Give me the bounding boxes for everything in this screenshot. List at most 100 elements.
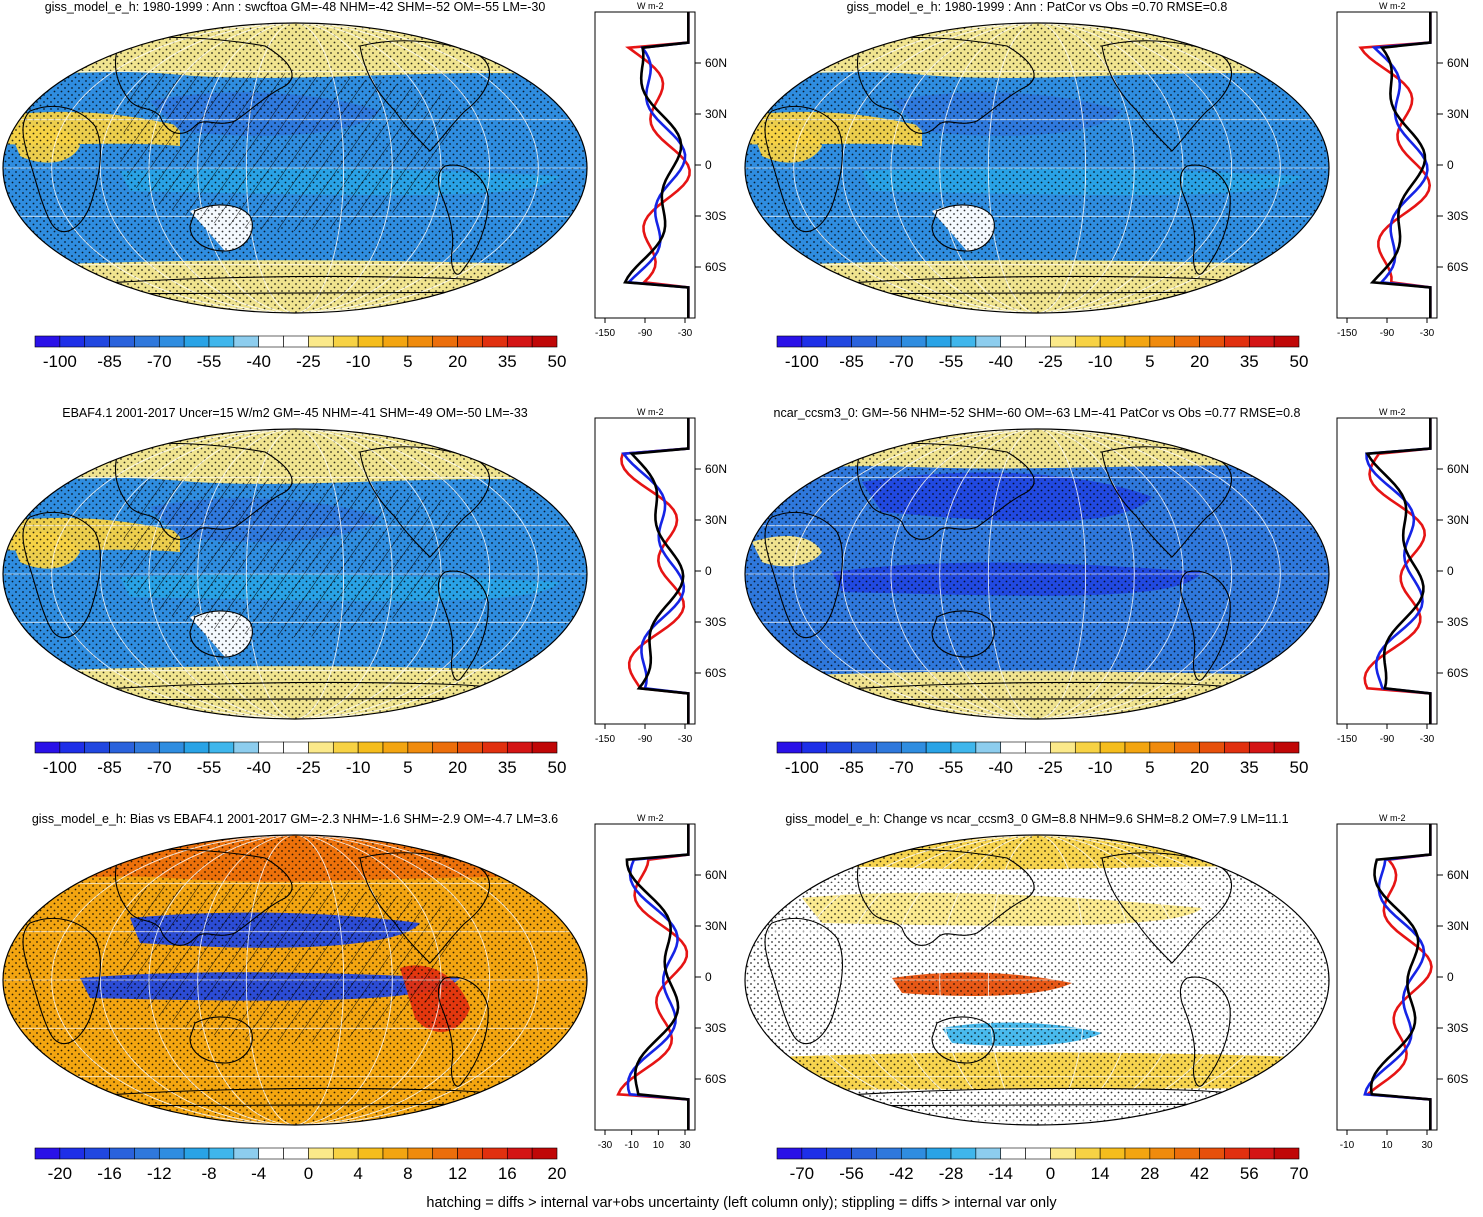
- colorbar-label: -28: [939, 1164, 964, 1183]
- zonal-value-tick: -90: [638, 734, 653, 745]
- zonal-latitude-tick: 60N: [705, 868, 727, 882]
- panel-bias: giss_model_e_h: Bias vs EBAF4.1 2001-201…: [0, 812, 741, 1217]
- colorbar-swatch: [457, 335, 483, 348]
- colorbar-swatch: [876, 335, 902, 348]
- zonal-unit-label: W m-2: [637, 1, 664, 11]
- colorbar-swatch: [283, 741, 309, 754]
- hatching: [120, 72, 452, 231]
- colorbar-swatch: [975, 335, 1002, 348]
- colorbar-swatch: [357, 1147, 384, 1160]
- colorbar: -100 -85 -70 -55 -40 -25 -10 5 20 35 50: [34, 741, 566, 777]
- zonal-latitude-tick: 30S: [705, 1021, 726, 1035]
- colorbar-swatch: [826, 335, 852, 348]
- colorbar-swatch: [851, 741, 877, 754]
- colorbar-swatch: [34, 335, 61, 348]
- colorbar-label: 20: [448, 352, 467, 371]
- coastline: [764, 511, 843, 639]
- colorbar-swatch: [900, 335, 927, 348]
- hatching: [120, 478, 452, 637]
- zonal-value-tick: 10: [1381, 1140, 1393, 1151]
- zonal-latitude-tick: 30N: [1447, 107, 1469, 121]
- colorbar-swatch: [134, 1147, 160, 1160]
- colorbar-swatch: [283, 1147, 309, 1160]
- colorbar-label: -42: [889, 1164, 914, 1183]
- colorbar-label: -40: [246, 352, 271, 371]
- colorbar-label: 56: [1240, 1164, 1259, 1183]
- zonal-latitude-tick: 30N: [705, 513, 727, 527]
- zonal-value-tick: -10: [1340, 1140, 1355, 1151]
- colorbar-label: 42: [1190, 1164, 1209, 1183]
- colorbar-label: -85: [97, 352, 122, 371]
- coastline: [1239, 438, 1288, 470]
- colorbar-swatch: [407, 1147, 434, 1160]
- colorbar-swatch: [233, 335, 260, 348]
- coastline: [189, 610, 253, 658]
- coastline: [437, 570, 489, 681]
- colorbar-label: -70: [790, 1164, 815, 1183]
- colorbar-swatch: [1050, 335, 1076, 348]
- coastline: [1179, 164, 1231, 275]
- graticule: [3, 429, 587, 719]
- zonal-model-curve: [1369, 824, 1432, 1130]
- colorbar-label: 70: [1290, 1164, 1309, 1183]
- colorbar-label: -100: [43, 758, 77, 777]
- zonal-mean-plot: W m-2 60N 30N 0 30S 60S -30 -10 10 30: [594, 813, 727, 1151]
- zonal-unit-label: W m-2: [1379, 1, 1406, 11]
- coastline: [437, 976, 489, 1087]
- colorbar-label: 50: [1290, 758, 1309, 777]
- colorbar-label: 35: [498, 352, 517, 371]
- colorbar-swatch: [776, 1147, 803, 1160]
- robinson-map: [2, 428, 588, 720]
- zonal-mean-plot: W m-2 60N 30N 0 30S 60S -150 -90 -30: [1336, 1, 1469, 339]
- coastline: [1101, 40, 1232, 152]
- colorbar-swatch: [357, 335, 384, 348]
- map-outline: [744, 834, 1330, 1126]
- zonal-value-tick: -90: [1380, 734, 1395, 745]
- zonal-ref-curve: [620, 418, 690, 724]
- figure-footnote: hatching = diffs > internal var+obs unce…: [426, 1195, 1057, 1211]
- zonal-value-tick: -150: [595, 734, 615, 745]
- coastline: [359, 40, 490, 152]
- map-outline: [744, 428, 1330, 720]
- colorbar-label: -40: [988, 758, 1013, 777]
- colorbar-label: 0: [304, 1164, 313, 1183]
- zonal-latitude-tick: 0: [705, 564, 712, 578]
- coastline: [764, 917, 843, 1045]
- colorbar-label: -85: [839, 352, 864, 371]
- colorbar-label: 12: [448, 1164, 467, 1183]
- map-outline: [744, 22, 1330, 314]
- zonal-latitude-tick: 0: [1447, 158, 1454, 172]
- colorbar-swatch: [407, 335, 434, 348]
- colorbar-swatch: [1224, 335, 1250, 348]
- colorbar-label: -55: [197, 352, 222, 371]
- colorbar-swatch: [432, 335, 458, 348]
- coastline: [856, 442, 1035, 540]
- colorbar-swatch: [357, 741, 384, 754]
- colorbar-swatch: [506, 741, 533, 754]
- colorbar-label: 16: [498, 1164, 517, 1183]
- colorbar-swatch: [1025, 1147, 1051, 1160]
- colorbar-swatch: [1025, 335, 1051, 348]
- coastline: [22, 511, 101, 639]
- coastline: [1179, 570, 1231, 681]
- colorbar-label: 8: [403, 1164, 412, 1183]
- colorbar-label: -16: [97, 1164, 122, 1183]
- graticule: [745, 23, 1329, 313]
- colorbar-swatch: [1199, 335, 1225, 348]
- colorbar-swatch: [84, 335, 110, 348]
- colorbar-swatch: [1174, 1147, 1200, 1160]
- colorbar-swatch: [1074, 741, 1101, 754]
- colorbar: -100 -85 -70 -55 -40 -25 -10 5 20 35 50: [776, 741, 1309, 777]
- coastline: [1179, 976, 1231, 1087]
- colorbar-label: -56: [839, 1164, 864, 1183]
- colorbar-label: -14: [988, 1164, 1013, 1183]
- colorbar-label: 0: [1046, 1164, 1055, 1183]
- coastline: [1239, 844, 1288, 876]
- zonal-latitude-tick: 60N: [705, 56, 727, 70]
- graticule: [3, 23, 587, 313]
- colorbar-swatch: [801, 335, 828, 348]
- colorbar-swatch: [1248, 335, 1275, 348]
- panel-ref: ncar_ccsm3_0: GM=-56 NHM=-52 SHM=-60 OM=…: [742, 406, 1483, 811]
- colorbar-swatch: [851, 335, 877, 348]
- colorbar-swatch: [950, 741, 977, 754]
